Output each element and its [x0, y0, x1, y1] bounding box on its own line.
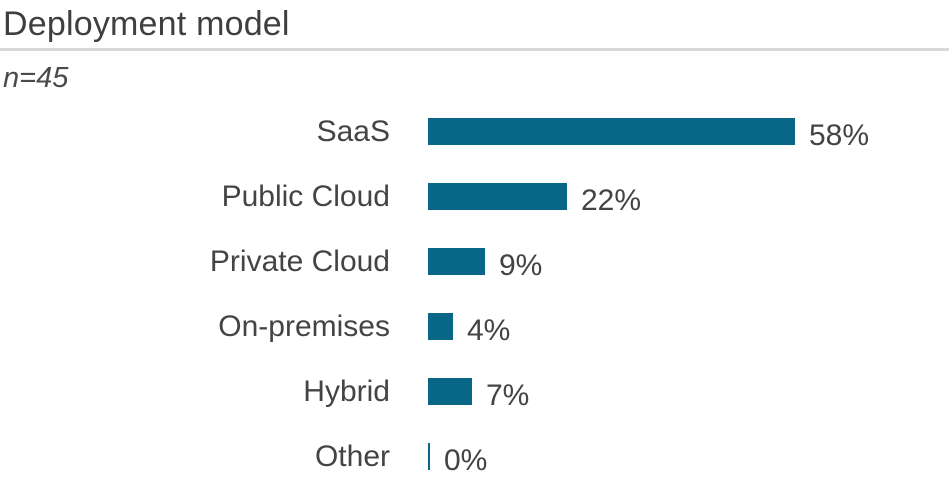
page-title: Deployment model: [3, 5, 290, 43]
value-label: 58%: [809, 118, 870, 152]
bar: [428, 248, 485, 275]
category-label: Private Cloud: [209, 244, 390, 278]
chart-row: Other 0%: [0, 424, 949, 483]
category-label: Other: [314, 439, 390, 473]
value-label: 0%: [444, 443, 488, 477]
chart-row: Public Cloud 22%: [0, 164, 949, 229]
bar: [428, 183, 567, 210]
bar-track: 7%: [428, 375, 529, 412]
chart-row: SaaS 58%: [0, 99, 949, 164]
bar-chart: SaaS 58% Public Cloud 22% Private Cloud 9% On-…: [0, 99, 949, 483]
value-label: 4%: [467, 313, 511, 347]
bar-track: 9%: [428, 245, 542, 282]
category-label: On-premises: [218, 309, 390, 343]
value-label: 22%: [581, 183, 642, 217]
bar: [428, 313, 453, 340]
chart-row: Private Cloud 9%: [0, 229, 949, 294]
bar-track: 58%: [428, 115, 869, 152]
value-label: 7%: [486, 378, 530, 412]
bar-track: 0%: [428, 440, 487, 477]
bar: [428, 378, 472, 405]
bar: [428, 443, 430, 470]
value-label: 9%: [499, 248, 543, 282]
chart-row: Hybrid 7%: [0, 359, 949, 424]
chart-row: On-premises 4%: [0, 294, 949, 359]
sample-size-label: n=45: [3, 62, 69, 94]
title-divider: [0, 48, 949, 51]
bar-track: 4%: [428, 310, 510, 347]
category-label: SaaS: [316, 114, 390, 148]
bar-track: 22%: [428, 180, 641, 217]
bar: [428, 118, 795, 145]
category-label: Public Cloud: [221, 179, 390, 213]
category-label: Hybrid: [303, 374, 390, 408]
